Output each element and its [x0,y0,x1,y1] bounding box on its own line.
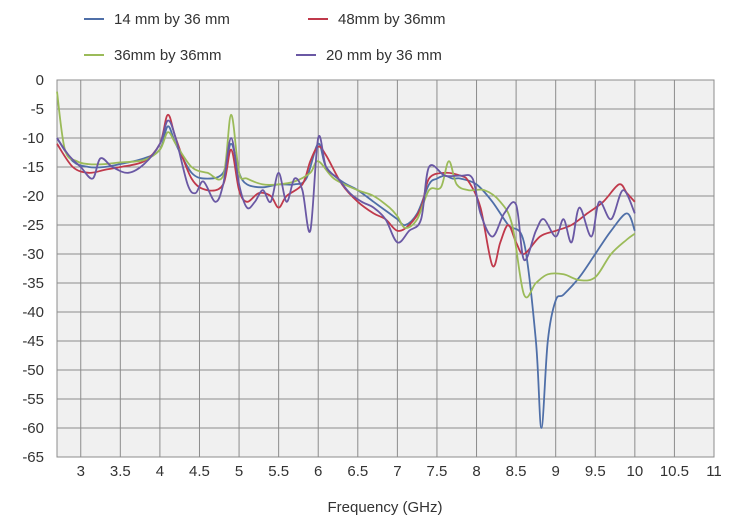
x-tick-label: 3 [77,463,85,480]
y-tick-label: -35 [22,275,44,292]
x-tick-label: 10 [626,463,643,480]
y-axis-ticks: 0 -5 -10 -15 -20 -25 -30 -35 -40 -45 -50 -55 -60 -65 [22,72,44,466]
x-axis-ticks: 3 3.5 4 4.5 5 5.5 6 6.5 7 7.5 8 8.5 9 9.5 10 10.5 11 [77,463,722,480]
grid-lines [57,79,714,458]
legend-swatch-4 [296,54,316,57]
x-tick-label: 8 [472,463,480,480]
x-tick-label: 10.5 [660,463,689,480]
x-tick-label: 3.5 [110,463,131,480]
series-line-4 [56,119,636,261]
y-tick-label: -40 [22,304,44,321]
x-tick-label: 7 [393,463,401,480]
x-tick-label: 7.5 [427,463,448,480]
legend-swatch-1 [84,18,104,21]
y-tick-label: -25 [22,217,44,234]
y-tick-label: -10 [22,130,44,147]
x-tick-label: 5.5 [268,463,289,480]
x-tick-label: 5 [235,463,243,480]
y-tick-label: -60 [22,420,44,437]
legend-label-4: 20 mm by 36 mm [326,47,442,64]
x-axis-title: Frequency (GHz) [327,499,442,516]
x-tick-label: 6.5 [347,463,368,480]
x-tick-label: 8.5 [506,463,527,480]
legend-item-1: 14 mm by 36 mm [84,11,230,28]
x-tick-label: 4.5 [189,463,210,480]
series-lines [56,91,636,429]
legend-label-2: 48mm by 36mm [338,11,446,28]
legend-label-3: 36mm by 36mm [114,47,222,64]
y-tick-label: -45 [22,333,44,350]
legend-label-1: 14 mm by 36 mm [114,11,230,28]
plot-area [56,79,715,458]
legend-item-4: 20 mm by 36 mm [296,47,442,64]
x-tick-label: 9.5 [585,463,606,480]
y-tick-label: -65 [22,449,44,466]
legend-item-3: 36mm by 36mm [84,47,222,64]
x-tick-label: 6 [314,463,322,480]
x-tick-label: 4 [156,463,164,480]
y-tick-label: -20 [22,188,44,205]
legend-item-2: 48mm by 36mm [308,11,446,28]
y-tick-label: -5 [31,101,44,118]
legend-swatch-3 [84,54,104,57]
y-tick-label: -15 [22,159,44,176]
y-tick-label: 0 [36,72,44,89]
legend-swatch-2 [308,18,328,21]
y-tick-label: -50 [22,362,44,379]
y-tick-label: -55 [22,391,44,408]
x-tick-label: 11 [706,463,722,480]
x-tick-label: 9 [552,463,560,480]
series-line-3 [56,91,636,299]
y-tick-label: -30 [22,246,44,263]
